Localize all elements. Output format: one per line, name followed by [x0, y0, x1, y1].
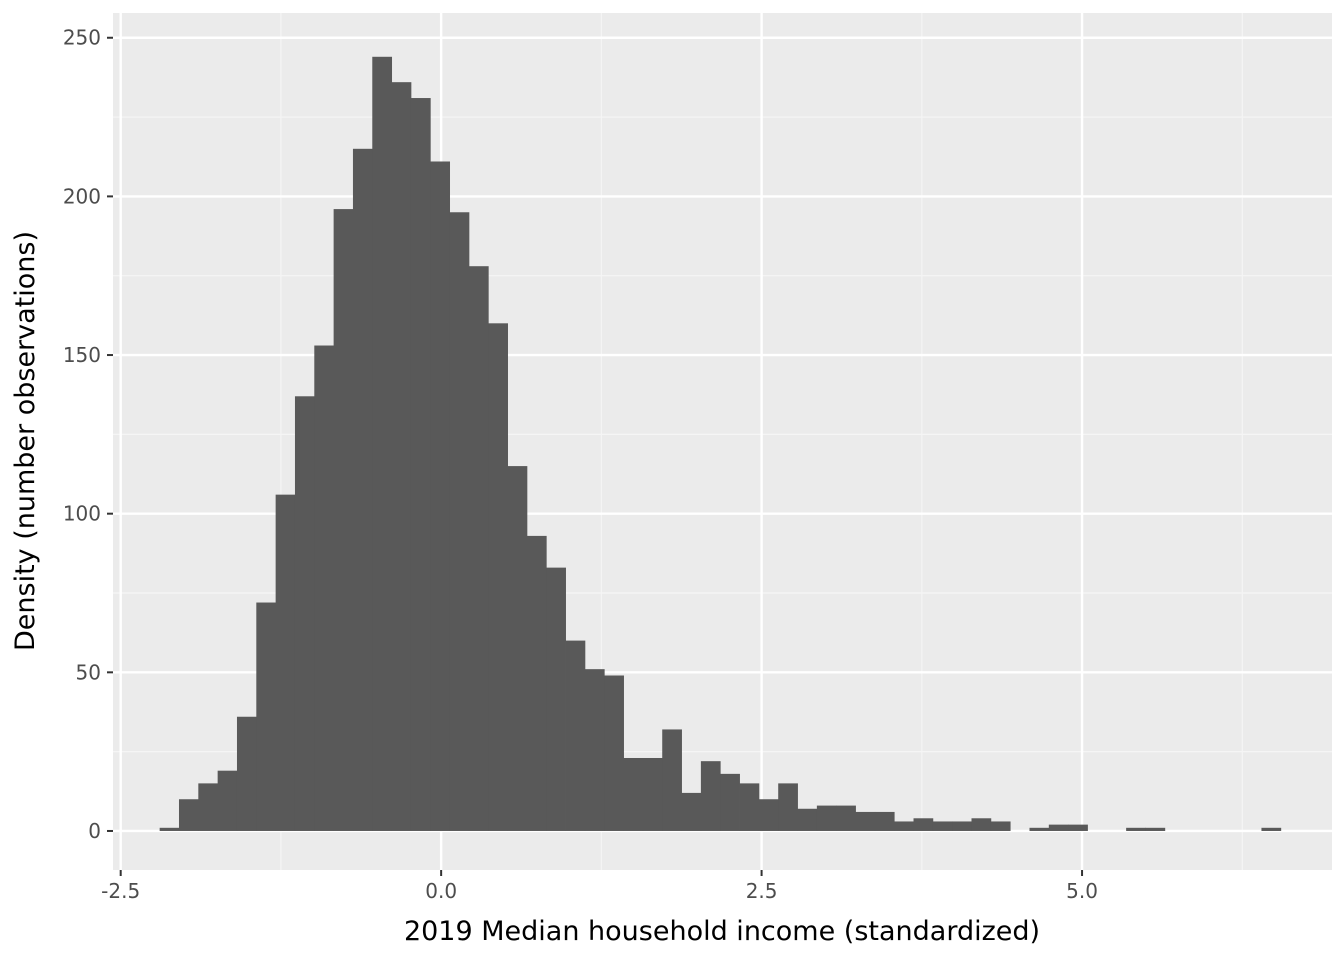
histogram-bar [797, 808, 818, 831]
histogram-bar [604, 675, 624, 831]
histogram-bar [778, 783, 798, 831]
histogram-bar [681, 792, 702, 831]
minor-gridlines [113, 13, 1332, 870]
histogram-bar [236, 716, 257, 831]
x-tick-label: -2.5 [101, 879, 140, 903]
histogram-bar [468, 266, 489, 831]
histogram-bar [507, 466, 528, 831]
histogram-bar [430, 161, 451, 831]
histogram-bar [449, 212, 470, 831]
y-tick-label: 100 [63, 502, 101, 526]
histogram-bar [952, 821, 972, 831]
histogram-bar [758, 799, 779, 831]
x-tick-label: 2.5 [746, 879, 778, 903]
histogram-bar [391, 82, 412, 831]
histogram-bar [971, 818, 992, 831]
histogram-bar [1048, 824, 1069, 831]
histogram-bar [198, 783, 219, 831]
histogram-bar [700, 761, 721, 831]
histogram-bar [159, 827, 180, 831]
y-tick-label: 200 [63, 184, 101, 208]
histogram-bar [894, 821, 914, 831]
histogram-bar [584, 669, 605, 831]
histogram-bar [565, 640, 586, 831]
histogram-bar [275, 494, 296, 831]
x-axis: -2.5 0.0 2.5 5.0 [101, 870, 1098, 903]
histogram-bar [816, 805, 837, 831]
y-tick-label: 250 [63, 26, 101, 50]
histogram-bar [372, 56, 393, 831]
y-tick-label: 150 [63, 343, 101, 367]
histogram-bar [1126, 827, 1146, 831]
histogram-bar [662, 729, 682, 831]
histogram-bar [1068, 824, 1088, 831]
histogram-bar [913, 818, 934, 831]
histogram-bar [874, 811, 895, 831]
histogram-bar [333, 209, 354, 831]
y-axis: 0 50 100 150 200 250 [63, 26, 113, 843]
histogram-bar [623, 757, 644, 831]
histogram-bar [352, 148, 373, 831]
y-tick-label: 50 [76, 660, 101, 684]
histogram-bar [990, 821, 1011, 831]
histogram-bar [739, 783, 760, 831]
histogram-bar [720, 773, 740, 831]
histogram-bar [546, 567, 566, 831]
histogram-bars [159, 56, 1282, 831]
x-axis-title: 2019 Median household income (standardiz… [404, 916, 1040, 947]
x-tick-label: 5.0 [1066, 879, 1098, 903]
y-tick-label: 0 [88, 819, 101, 843]
histogram-bar [294, 396, 315, 831]
histogram-bar [1029, 827, 1050, 831]
x-tick-label: 0.0 [425, 879, 457, 903]
histogram-bar [642, 757, 663, 831]
histogram-bar [1145, 827, 1166, 831]
histogram-bar [932, 821, 953, 831]
histogram-bar [217, 770, 238, 831]
histogram-bar [1261, 827, 1282, 831]
histogram-bar [836, 805, 856, 831]
histogram-bar [256, 602, 277, 831]
histogram-bar [855, 811, 876, 831]
y-axis-title: Density (number observations) [10, 231, 41, 651]
histogram-bar [488, 323, 508, 831]
histogram-bar [410, 98, 431, 831]
histogram-bar [178, 799, 199, 831]
histogram-bar [314, 345, 335, 831]
histogram-bar [526, 535, 547, 831]
